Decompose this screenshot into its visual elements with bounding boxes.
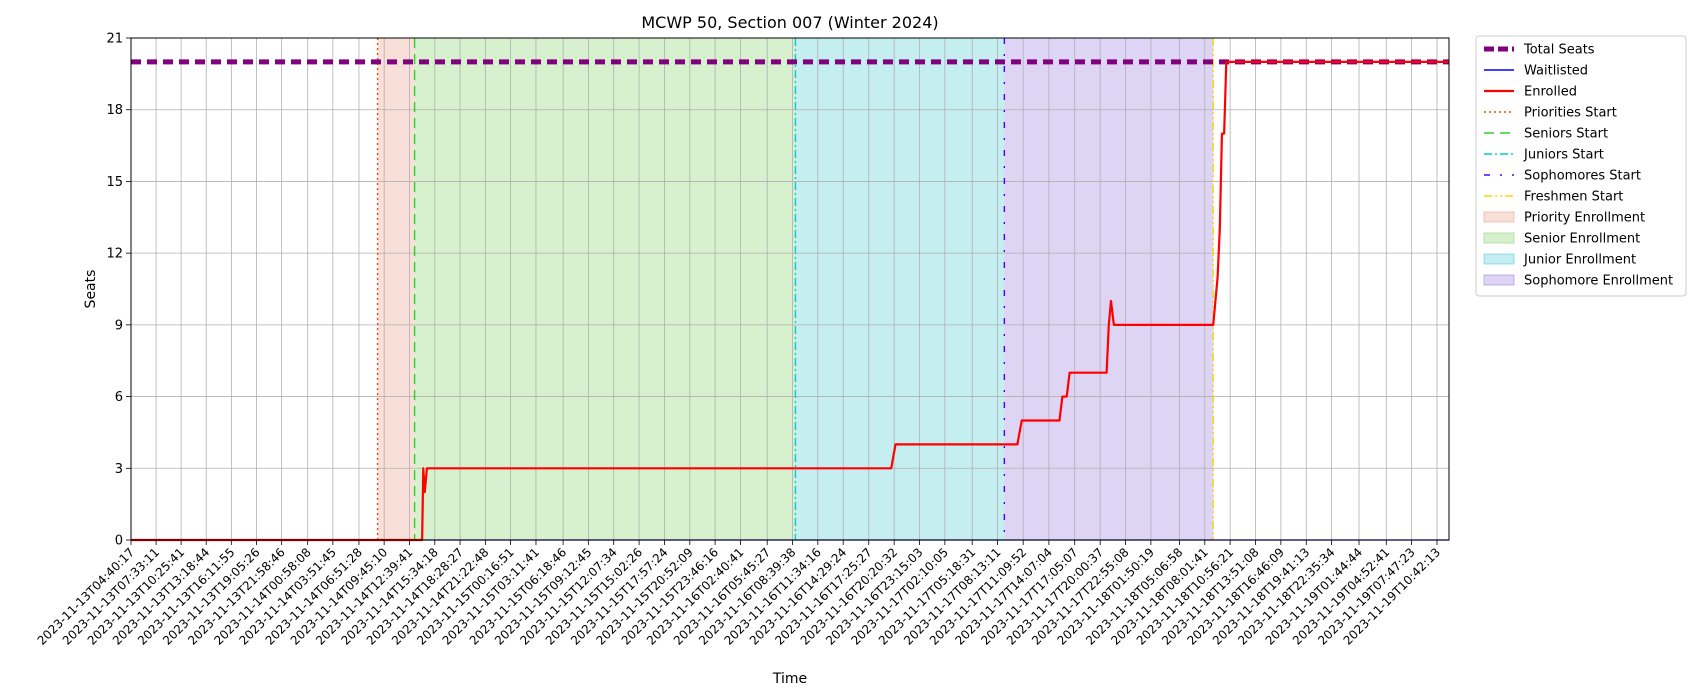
legend-label: Priority Enrollment <box>1524 211 1645 226</box>
y-tick-label: 0 <box>115 534 123 549</box>
shaded-region <box>795 38 1005 540</box>
y-tick-label: 15 <box>106 175 123 190</box>
y-tick-label: 9 <box>115 318 123 333</box>
y-tick-label: 18 <box>106 103 123 118</box>
y-axis: 0 3 6 9 12 15 18 21 <box>106 32 131 549</box>
chart-title: MCWP 50, Section 007 (Winter 2024) <box>641 13 938 32</box>
plot-frame <box>130 37 1450 541</box>
x-axis: 2023-11-13T04:40:172023-11-13T07:33:1120… <box>35 540 1443 648</box>
legend-swatch <box>1483 232 1515 244</box>
legend-label: Total Seats <box>1523 43 1595 58</box>
shaded-region <box>414 38 796 540</box>
y-axis-label: Seats <box>83 270 99 309</box>
legend-label: Freshmen Start <box>1524 190 1623 205</box>
phase-start-lines <box>376 38 1214 540</box>
legend-label: Seniors Start <box>1524 127 1608 142</box>
legend-label: Sophomores Start <box>1524 169 1641 184</box>
y-tick-label: 6 <box>115 390 123 405</box>
legend-label: Waitlisted <box>1524 64 1588 79</box>
legend-label: Enrolled <box>1524 85 1577 100</box>
legend-label: Juniors Start <box>1523 148 1604 163</box>
y-tick-label: 3 <box>115 462 123 477</box>
shaded-regions <box>377 38 1214 540</box>
legend-label: Sophomore Enrollment <box>1524 274 1673 289</box>
series-line <box>131 60 1449 542</box>
legend-swatch <box>1483 211 1515 223</box>
legend-swatch <box>1483 253 1515 265</box>
legend-box <box>1475 35 1687 297</box>
legend-label: Priorities Start <box>1524 106 1617 121</box>
legend: Total Seats Waitlisted Enrolled Priorities … <box>1475 35 1687 297</box>
shaded-region <box>1004 38 1214 540</box>
x-axis-label: Time <box>772 671 807 687</box>
y-tick-label: 12 <box>106 247 123 262</box>
y-tick-label: 21 <box>106 32 123 47</box>
shaded-region <box>377 38 415 540</box>
legend-swatch <box>1483 274 1515 286</box>
legend-label: Junior Enrollment <box>1523 253 1636 268</box>
legend-label: Senior Enrollment <box>1524 232 1640 247</box>
